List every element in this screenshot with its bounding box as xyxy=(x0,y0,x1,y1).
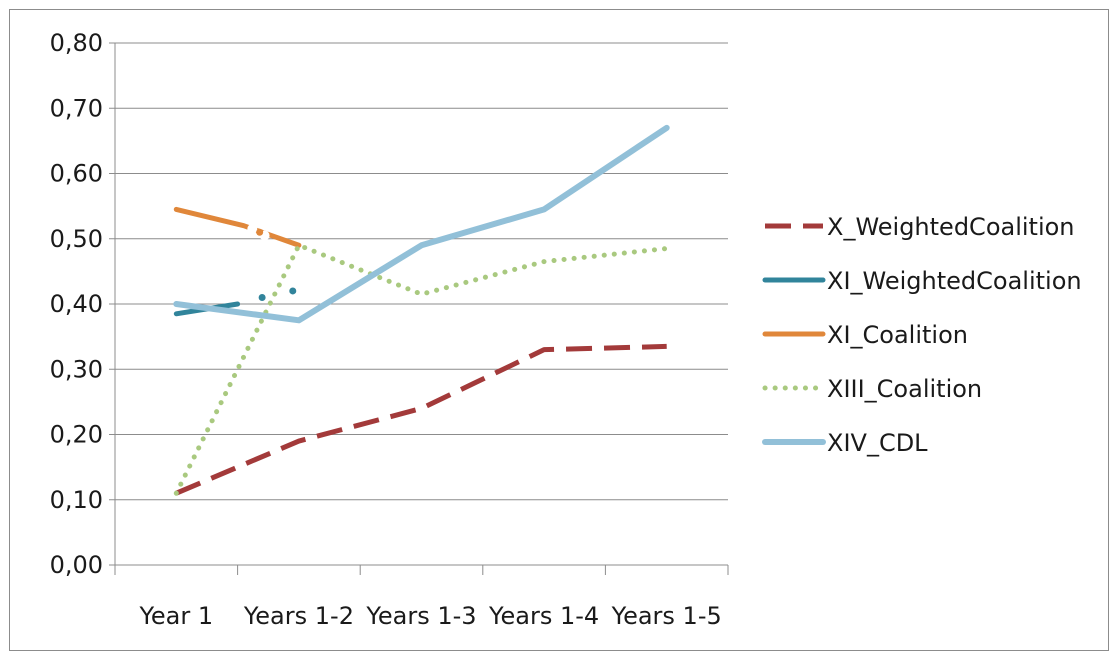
legend: X_WeightedCoalition XI_WeightedCoalition X… xyxy=(762,213,1082,457)
legend-label: X_WeightedCoalition xyxy=(827,213,1075,241)
axes: 0,00 0,10 0,20 0,30 0,40 0,50 0,60 0,70 0,80 Year… xyxy=(50,29,729,630)
y-tick-label: 0,30 xyxy=(50,355,103,383)
x-tick-label: Year 1 xyxy=(138,602,213,630)
legend-item: XIII_Coalition xyxy=(762,375,982,403)
y-tick-label: 0,50 xyxy=(50,225,103,253)
legend-label: XI_Coalition xyxy=(827,321,968,349)
gridlines xyxy=(115,42,728,501)
series-line xyxy=(173,124,670,324)
series-xiv-cdl xyxy=(173,124,670,324)
x-tick-label: Years 1-2 xyxy=(243,602,354,630)
series-dot xyxy=(256,228,264,236)
x-tick-label: Years 1-3 xyxy=(365,602,476,630)
series-lines xyxy=(173,124,670,496)
y-tick-label: 0,40 xyxy=(50,290,103,318)
series-dot xyxy=(258,293,266,301)
chart-frame xyxy=(9,9,1109,651)
legend-label: XIV_CDL xyxy=(827,429,928,457)
series-line xyxy=(173,206,302,248)
legend-item: XIV_CDL xyxy=(762,429,928,457)
series-dot xyxy=(289,287,297,295)
y-tick-label: 0,70 xyxy=(50,94,103,122)
line-gap xyxy=(247,223,258,234)
series-x-weightedcoalition xyxy=(175,343,667,496)
y-tick-label: 0,00 xyxy=(50,551,103,579)
series-xi-coalition xyxy=(173,206,302,248)
legend-item: X_WeightedCoalition xyxy=(765,213,1075,241)
legend-label: XIII_Coalition xyxy=(827,375,982,403)
legend-label: XI_WeightedCoalition xyxy=(827,267,1082,295)
legend-item: XI_WeightedCoalition xyxy=(762,267,1082,295)
y-tick-label: 0,80 xyxy=(50,29,103,57)
legend-item: XI_Coalition xyxy=(762,321,968,349)
series-xiii-coalition xyxy=(173,242,670,496)
y-tick-label: 0,60 xyxy=(50,160,103,188)
y-tick-label: 0,10 xyxy=(50,486,103,514)
x-tick-label: Years 1-5 xyxy=(611,602,722,630)
series-line xyxy=(173,242,670,496)
series-line xyxy=(175,343,667,496)
x-tick-label: Years 1-4 xyxy=(488,602,599,630)
y-tick-label: 0,20 xyxy=(50,421,103,449)
